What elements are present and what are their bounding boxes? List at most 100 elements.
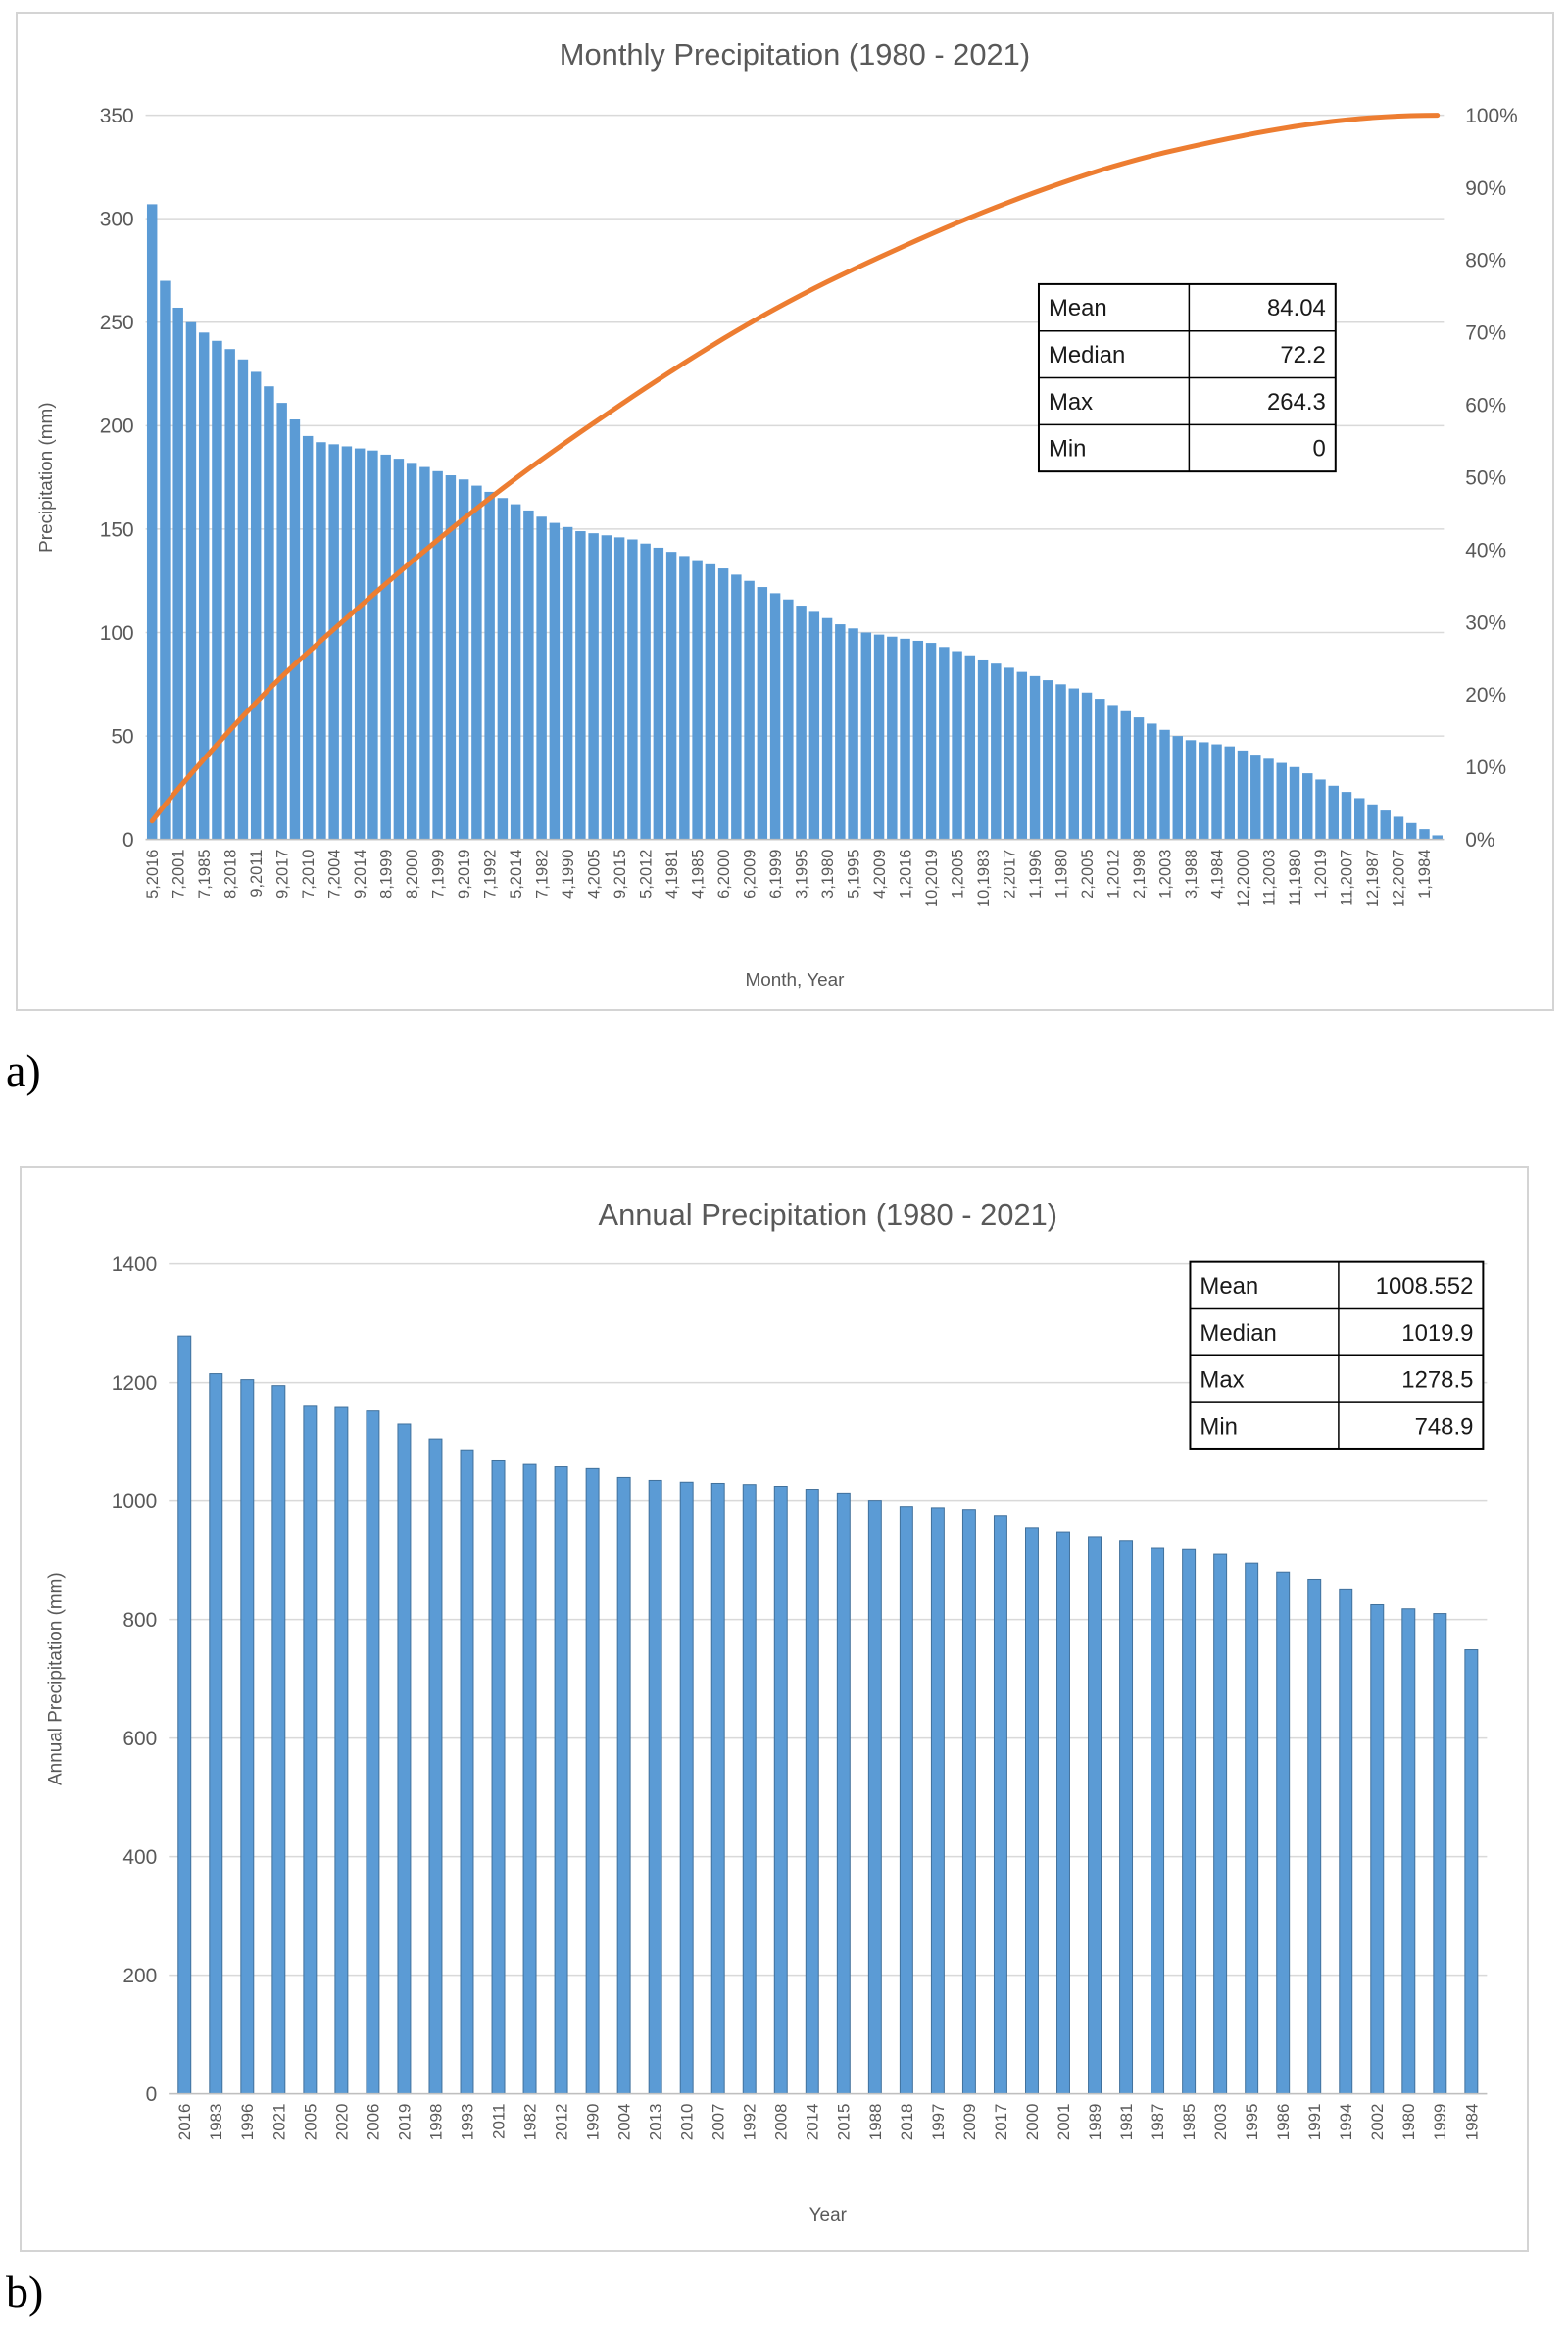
chart-title: Annual Precipitation (1980 - 2021) — [599, 1197, 1058, 1232]
y2-tick-label: 50% — [1465, 466, 1506, 489]
bar — [742, 1484, 757, 2095]
bar — [445, 475, 457, 840]
bar — [1432, 835, 1443, 840]
stat-value: 84.04 — [1267, 295, 1326, 321]
x-tick-label: 2004 — [615, 2104, 634, 2141]
bar — [848, 628, 858, 840]
y-axis-tick-labels: 0 50 100 150 200 250 300 350 — [100, 105, 134, 852]
bar — [419, 466, 430, 840]
bar — [808, 611, 820, 840]
y-tick-label: 300 — [100, 208, 134, 230]
y-tick-label: 600 — [122, 1728, 157, 1750]
bar — [428, 1438, 443, 2095]
bar — [1120, 710, 1132, 840]
x-tick-label: 1989 — [1086, 2104, 1104, 2141]
x-tick-label: 2015 — [835, 2104, 854, 2141]
x-tick-label: 2012 — [553, 2104, 571, 2141]
y2-tick-label: 70% — [1465, 322, 1506, 345]
bar — [899, 1506, 913, 2095]
x-tick-label: 2018 — [898, 2104, 916, 2141]
x-tick-label: 2006 — [364, 2104, 382, 2141]
x-tick-label: 1982 — [520, 2104, 539, 2141]
bar — [224, 349, 235, 840]
x-tick-label: 5,2012 — [637, 850, 655, 899]
y-tick-label: 100 — [100, 622, 134, 645]
bar — [836, 1492, 851, 2095]
x-tick-label: 3,1995 — [793, 850, 810, 899]
annual-precipitation-svg: 0 200 400 600 800 1000 1200 1400 2016 1983 1996 202… — [46, 1197, 1488, 2225]
bar — [744, 580, 755, 840]
x-tick-label: 1987 — [1149, 2104, 1167, 2141]
y-axis-title: Precipitation (mm) — [36, 402, 57, 552]
bar — [209, 1373, 223, 2095]
x-tick-label: 4,1990 — [560, 850, 577, 899]
x-tick-label: 7,1992 — [481, 850, 499, 899]
x-tick-label: 4,2005 — [585, 850, 603, 899]
bar — [366, 1410, 380, 2095]
bar — [821, 617, 833, 840]
bar — [354, 448, 366, 840]
bar — [334, 1406, 349, 2095]
x-tick-label: 1,1996 — [1027, 850, 1045, 899]
bar — [705, 563, 716, 840]
x-tick-label: 7,1999 — [429, 850, 447, 899]
bar — [1159, 729, 1170, 840]
y2-tick-label: 10% — [1465, 757, 1506, 779]
y2-tick-label: 60% — [1465, 395, 1506, 417]
bar — [1043, 680, 1054, 840]
bar — [549, 522, 561, 840]
bar — [616, 1476, 631, 2095]
stat-value: 1008.552 — [1376, 1273, 1474, 1299]
x-tick-label: 11,2003 — [1260, 850, 1278, 906]
bar — [1245, 1562, 1259, 2095]
stat-label: Max — [1200, 1367, 1244, 1393]
bar — [240, 1379, 255, 2095]
bar — [1211, 744, 1222, 840]
x-tick-label: 1994 — [1337, 2104, 1355, 2141]
stat-value: 748.9 — [1415, 1413, 1474, 1440]
bar — [835, 624, 846, 840]
bar — [250, 371, 262, 840]
bar — [867, 1500, 882, 2095]
y-tick-label: 0 — [146, 2083, 158, 2106]
x-tick-label: 1,2019 — [1312, 850, 1330, 899]
bar — [271, 1385, 286, 2095]
bar — [1119, 1540, 1134, 2095]
x-tick-label: 2011 — [489, 2104, 508, 2139]
gridlines — [145, 114, 1445, 841]
bar — [961, 1509, 976, 2095]
x-tick-label: 1999 — [1431, 2104, 1449, 2141]
bar — [393, 459, 405, 840]
x-tick-label: 1990 — [584, 2104, 603, 2141]
x-tick-label: 3,1980 — [819, 850, 837, 899]
bar — [460, 1449, 474, 2095]
y-tick-label: 1000 — [112, 1490, 158, 1513]
y2-tick-label: 40% — [1465, 539, 1506, 562]
x-tick-label: 2019 — [395, 2104, 414, 2141]
x-tick-label: 5,2014 — [508, 850, 525, 899]
x-tick-label: 2020 — [332, 2104, 351, 2141]
x-tick-label: 1980 — [1399, 2104, 1418, 2141]
bar — [1433, 1613, 1447, 2095]
bar — [458, 479, 469, 840]
bar — [1464, 1649, 1479, 2095]
bar — [1328, 785, 1339, 840]
bar — [1199, 742, 1209, 840]
y-tick-label: 250 — [100, 312, 134, 334]
bar — [640, 543, 651, 840]
bar — [198, 332, 210, 840]
bar — [510, 504, 521, 840]
figure-label-b: b) — [6, 2267, 44, 2317]
stat-label: Min — [1200, 1413, 1238, 1440]
x-tick-label: 1983 — [207, 2104, 225, 2141]
x-tick-label: 10,2019 — [923, 850, 941, 907]
y-tick-label: 50 — [111, 725, 133, 748]
bar — [679, 1481, 694, 2095]
chart-title: Monthly Precipitation (1980 - 2021) — [560, 37, 1030, 72]
bar — [665, 552, 677, 840]
bar — [471, 485, 482, 840]
annual-precipitation-bar-chart: 0 200 400 600 800 1000 1200 1400 2016 1983 1996 202… — [20, 1166, 1529, 2252]
x-tick-label: 2014 — [804, 2104, 822, 2141]
bar — [585, 1467, 600, 2095]
x-tick-label: 2008 — [772, 2104, 791, 2141]
